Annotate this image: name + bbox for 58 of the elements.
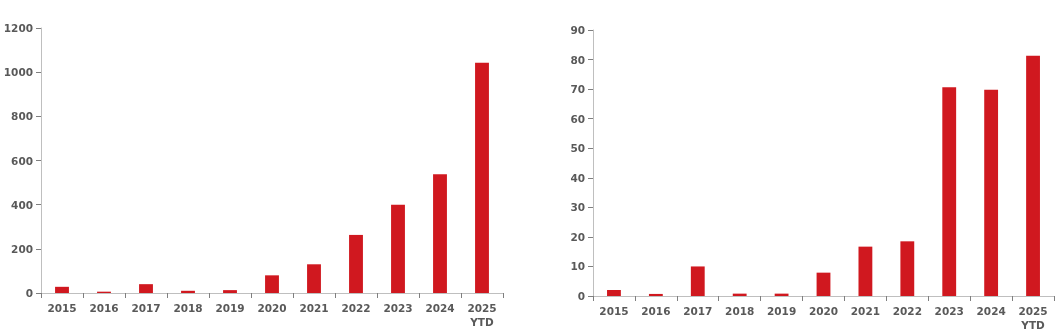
y-tick-label: 80 — [570, 53, 585, 66]
y-tick-label: 200 — [11, 242, 33, 255]
x-tick-label: 2018 — [173, 302, 203, 314]
bar — [349, 234, 363, 293]
x-tick-label: 2025 YTD — [1018, 305, 1048, 331]
x-tick-label: 2017 — [683, 305, 713, 317]
x-tick-label: 2024 — [976, 305, 1006, 317]
y-tick-label: 50 — [570, 142, 585, 155]
y-tick-label: 10 — [570, 260, 585, 273]
y-tick-label: 40 — [570, 171, 585, 184]
y-tick-label: 0 — [25, 287, 33, 299]
x-tick-label: 2016 — [89, 302, 119, 314]
bar — [139, 284, 153, 293]
bar — [433, 174, 447, 293]
bar — [942, 87, 957, 296]
x-tick-label: 2021 — [850, 305, 881, 317]
bar — [858, 246, 873, 296]
x-tick-label: 2015 — [599, 305, 629, 317]
y-tick-label: 60 — [570, 112, 585, 125]
bar — [391, 204, 405, 293]
bar — [900, 241, 915, 296]
x-tick-label: 2019 — [215, 302, 245, 314]
x-tick-label: 2016 — [641, 305, 671, 317]
y-tick-label: 20 — [570, 230, 585, 243]
y-tick-label: 0 — [577, 290, 585, 302]
y-tick-label: 30 — [570, 201, 585, 214]
x-tick-label: 2022 — [892, 305, 922, 317]
bar — [307, 264, 321, 293]
bar — [1026, 55, 1040, 296]
x-tick-label: 2025 YTD — [467, 302, 497, 328]
bar — [690, 266, 705, 296]
y-tick-label: 600 — [11, 154, 33, 167]
y-tick-label: 400 — [11, 198, 33, 211]
bar — [607, 290, 621, 296]
x-tick-label: 2024 — [425, 302, 455, 314]
y-tick-label: 1000 — [3, 66, 33, 79]
x-tick-label: 2019 — [766, 305, 797, 317]
x-tick-label: 2017 — [131, 302, 161, 314]
bar — [223, 290, 237, 293]
y-tick-label: 90 — [570, 24, 585, 36]
x-tick-label: 2015 — [47, 302, 77, 314]
y-tick-label: 800 — [11, 110, 33, 123]
x-tick-label: 2018 — [725, 305, 755, 317]
x-tick-label: 2021 — [299, 302, 329, 314]
x-tick-label: 2020 — [808, 305, 839, 317]
bar — [181, 290, 195, 293]
bar — [984, 89, 999, 296]
bar — [816, 272, 831, 296]
bar — [475, 62, 489, 293]
bar — [648, 293, 663, 296]
x-tick-label: 2023 — [934, 305, 964, 317]
x-tick-label: 2022 — [341, 302, 371, 314]
bar — [265, 275, 279, 293]
x-tick-label: 2020 — [257, 302, 287, 314]
y-tick-label: 70 — [570, 83, 585, 96]
bar — [55, 286, 69, 293]
x-tick-label: 2023 — [383, 302, 413, 314]
y-tick-label: 1200 — [3, 22, 33, 34]
